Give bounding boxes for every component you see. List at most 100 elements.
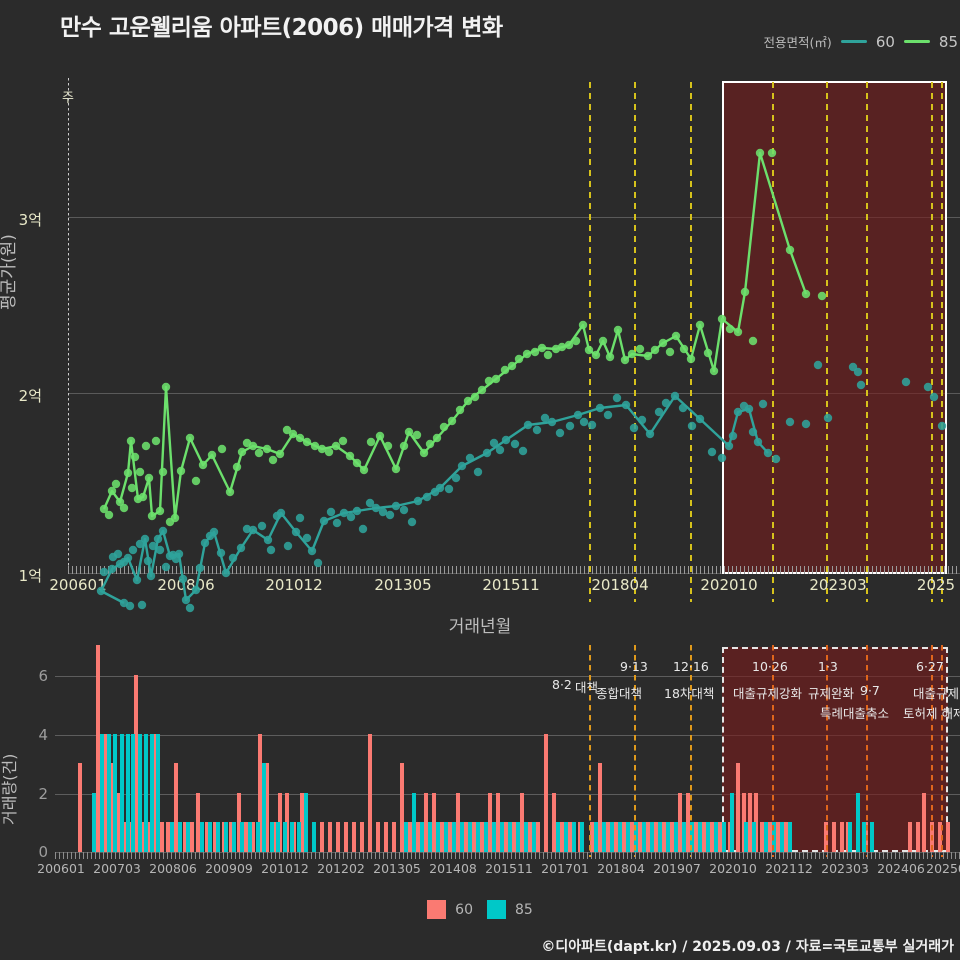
data-point-60 [326,507,336,517]
x-tick-bar-1: 200703 [93,861,141,876]
data-point-60 [107,564,117,574]
policy-line-main-6 [931,82,933,602]
volume-bar-60 [472,822,476,852]
data-point-60 [717,453,727,463]
data-point-60 [573,410,583,420]
data-point-85 [584,345,594,355]
data-point-60 [248,525,258,535]
data-point-85 [282,425,292,435]
gridline-3eok [68,217,960,218]
volume-bar-60 [456,792,460,852]
x-axis-title-date: 거래년월 [448,617,512,637]
data-point-85 [564,340,574,350]
volume-bar-60 [520,792,524,852]
y-tick-3eok: 3억 [18,211,42,229]
data-point-60 [724,441,734,451]
volume-bar-60 [694,822,698,852]
data-point-60 [407,517,417,527]
volume-bar-60 [710,822,714,852]
data-point-85 [119,503,129,513]
volume-bar-85 [476,822,480,852]
volume-bar-60 [638,822,642,852]
data-point-60 [143,556,153,566]
data-point-60 [595,403,605,413]
volume-bar-85 [772,822,776,852]
volume-bar-60 [265,763,269,852]
data-point-85 [665,347,675,357]
data-point-60 [501,435,511,445]
data-point-85 [709,366,719,376]
data-point-85 [359,465,369,475]
policy-line-main-0 [589,82,591,602]
series-legend-bottom: 60 85 [0,900,960,919]
gridline-bar-4 [55,735,960,736]
data-point-85 [658,338,668,348]
volume-bar-85 [650,822,654,852]
data-point-60 [763,448,773,458]
data-point-60 [125,601,135,611]
data-point-85 [470,392,480,402]
volume-bar-60 [776,822,780,852]
data-point-85 [695,320,705,330]
x-tick-bar-4: 201012 [261,861,309,876]
data-point-60 [399,505,409,515]
y-axis-title-volume: 거래량(건) [0,753,19,825]
volume-bar-60 [96,645,100,852]
data-point-85 [141,441,151,451]
data-point-60 [813,360,823,370]
volume-bar-60 [122,822,126,852]
volume-bar-60 [946,822,950,852]
volume-bar-85 [150,733,154,852]
data-point-60 [510,439,520,449]
volume-bar-85 [752,822,756,852]
data-point-60 [153,534,163,544]
volume-bars-layer [55,645,960,852]
data-point-60 [113,549,123,559]
volume-bar-60 [278,792,282,852]
volume-bar-60 [662,822,666,852]
volume-bar-85 [764,822,768,852]
data-point-85 [130,452,140,462]
volume-bar-60 [654,822,658,852]
x-tick-bar-10: 201804 [597,861,645,876]
annotation-title-5: 9·7 [860,683,880,698]
data-point-85 [176,466,186,476]
data-point-85 [302,437,312,447]
data-point-85 [99,504,109,514]
y-tick-bar-0: 0 [38,843,48,861]
volume-bar-85 [276,822,280,852]
volume-bar-85 [224,822,228,852]
volume-bar-60 [742,792,746,852]
data-point-60 [547,417,557,427]
data-point-60 [385,510,395,520]
volume-bar-85 [444,822,448,852]
volume-bar-85 [508,822,512,852]
y-axis-unit: 주 [62,87,74,106]
volume-bar-60 [464,822,468,852]
volume-bar-60 [432,792,436,852]
data-point-60 [291,527,301,537]
data-point-60 [637,415,647,425]
data-point-60 [221,568,231,578]
data-point-85 [725,324,735,334]
data-point-60 [733,407,743,417]
annotation-date-4: 1·3 [818,659,838,674]
data-point-85 [578,320,588,330]
data-point-60 [137,600,147,610]
x-tick-bar-3: 200909 [205,861,253,876]
data-point-60 [473,467,483,477]
volume-bar-60 [110,763,114,852]
data-point-60 [283,541,293,551]
volume-bar-85 [138,733,142,852]
data-point-60 [319,516,329,526]
legend-label-85: 85 [938,32,958,51]
data-point-60 [923,382,933,392]
volume-bar-85 [428,822,432,852]
data-point-85 [491,374,501,384]
data-point-60 [158,526,168,536]
volume-bar-85 [690,822,694,852]
volume-bar-60 [320,822,324,852]
data-point-60 [276,508,286,518]
data-point-60 [148,541,158,551]
volume-bar-85 [270,822,274,852]
